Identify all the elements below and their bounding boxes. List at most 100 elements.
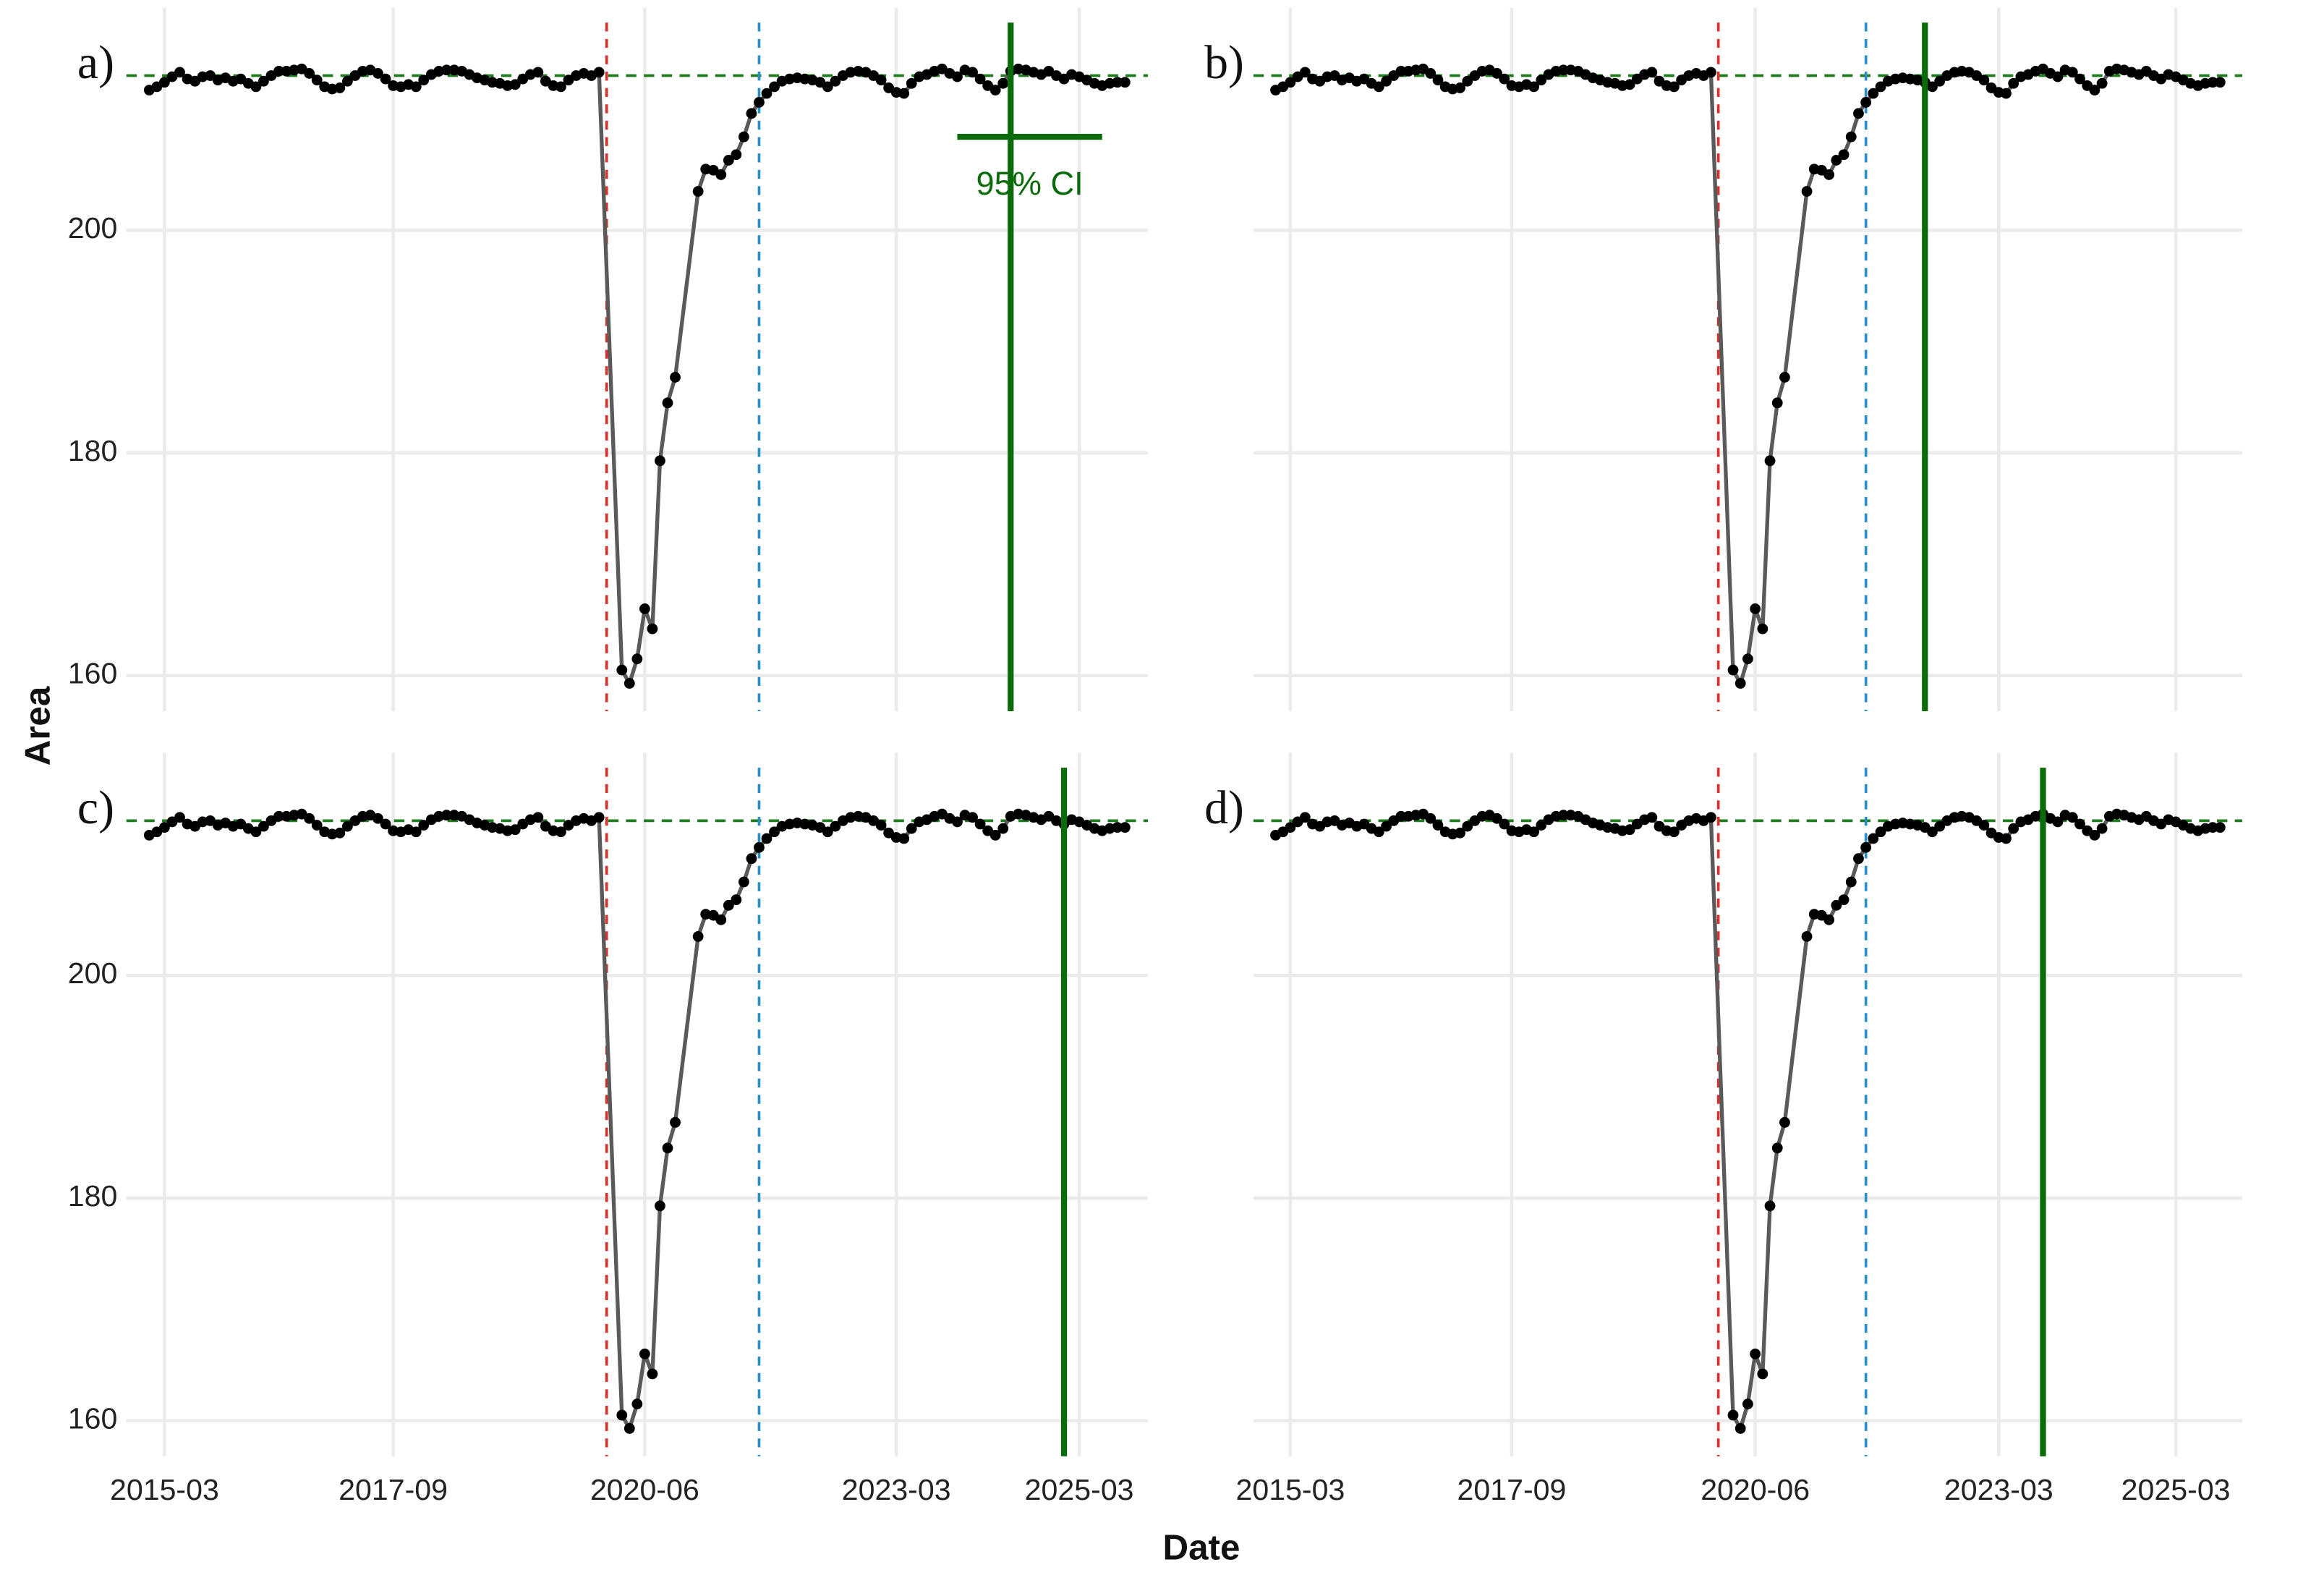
data-point bbox=[1845, 131, 1857, 143]
data-point bbox=[341, 820, 353, 832]
data-point bbox=[989, 85, 1001, 96]
data-point bbox=[1875, 826, 1886, 838]
data-point bbox=[174, 812, 185, 823]
y-tick-label: 200 bbox=[68, 956, 118, 990]
data-point bbox=[1764, 1200, 1776, 1212]
data-point bbox=[1853, 853, 1864, 865]
data-point bbox=[1119, 822, 1131, 833]
data-point bbox=[830, 75, 841, 87]
data-point bbox=[1536, 75, 1547, 86]
data-point bbox=[647, 1368, 658, 1380]
data-point bbox=[639, 603, 650, 614]
data-point bbox=[1771, 397, 1783, 409]
data-point bbox=[731, 894, 742, 906]
data-point bbox=[509, 79, 521, 90]
data-point bbox=[380, 818, 391, 830]
data-point bbox=[418, 820, 430, 831]
data-point bbox=[2089, 830, 2100, 841]
data-point bbox=[1646, 812, 1658, 823]
data-point bbox=[723, 899, 734, 911]
x-tick-label: 2015-03 bbox=[110, 1473, 219, 1506]
data-point bbox=[1455, 82, 1465, 93]
data-point bbox=[418, 75, 430, 86]
x-tick-label: 2015-03 bbox=[1235, 1473, 1345, 1506]
data-point bbox=[1978, 75, 1990, 86]
x-tick-label: 2020-06 bbox=[1701, 1473, 1810, 1506]
data-point bbox=[2008, 77, 2019, 89]
data-point bbox=[2008, 823, 2019, 834]
y-tick-label: 160 bbox=[68, 657, 118, 690]
data-point bbox=[655, 1200, 665, 1212]
data-point bbox=[1801, 186, 1813, 197]
data-point bbox=[1536, 820, 1547, 831]
data-point bbox=[334, 827, 346, 839]
data-point bbox=[2067, 67, 2078, 78]
data-point bbox=[715, 914, 727, 925]
data-point bbox=[273, 810, 284, 822]
data-point bbox=[647, 623, 658, 635]
x-tick-label: 2023-03 bbox=[1944, 1473, 2053, 1506]
data-point bbox=[1528, 826, 1539, 838]
data-point bbox=[532, 812, 544, 823]
data-point bbox=[1779, 372, 1790, 383]
data-point bbox=[662, 397, 673, 409]
data-point bbox=[2001, 833, 2012, 844]
data-point bbox=[1727, 664, 1739, 676]
data-point bbox=[1285, 822, 1296, 833]
data-line bbox=[1274, 812, 2221, 1431]
data-point bbox=[380, 73, 391, 85]
data-point bbox=[898, 88, 910, 99]
data-point bbox=[1757, 1368, 1768, 1380]
data-point bbox=[623, 678, 635, 689]
ci-label: 95% CI bbox=[976, 165, 1083, 202]
data-point bbox=[822, 81, 833, 93]
data-point bbox=[1381, 75, 1392, 87]
data-point bbox=[623, 1423, 635, 1434]
data-point bbox=[631, 653, 643, 665]
data-point bbox=[754, 841, 765, 853]
data-point bbox=[670, 1116, 681, 1128]
data-point bbox=[1838, 149, 1850, 161]
data-point bbox=[715, 169, 727, 180]
data-point bbox=[1299, 812, 1311, 823]
data-point bbox=[1112, 77, 1123, 88]
data-point bbox=[410, 81, 422, 93]
data-point bbox=[1624, 79, 1635, 90]
x-tick-label: 2017-09 bbox=[1457, 1473, 1567, 1506]
data-point bbox=[639, 1348, 650, 1359]
data-point bbox=[822, 826, 833, 838]
data-point bbox=[952, 71, 963, 82]
data-point bbox=[2214, 822, 2226, 833]
data-point bbox=[692, 931, 704, 942]
data-point bbox=[906, 77, 917, 89]
data-point bbox=[1823, 914, 1835, 925]
data-point bbox=[2052, 71, 2064, 82]
data-point bbox=[304, 68, 315, 79]
data-point bbox=[1735, 1423, 1746, 1434]
data-point bbox=[731, 149, 742, 161]
data-point bbox=[1757, 623, 1768, 635]
data-point bbox=[974, 818, 986, 830]
data-point bbox=[440, 64, 452, 76]
data-point bbox=[967, 812, 978, 823]
data-point bbox=[1669, 826, 1680, 838]
data-point bbox=[509, 824, 521, 836]
data-point bbox=[1499, 818, 1510, 830]
data-point bbox=[655, 455, 665, 467]
data-point bbox=[373, 68, 383, 79]
data-point bbox=[662, 1142, 673, 1154]
data-point bbox=[1706, 812, 1716, 823]
data-point bbox=[250, 826, 262, 838]
data-point bbox=[532, 67, 544, 78]
data-point bbox=[2096, 823, 2108, 834]
data-point bbox=[311, 75, 323, 86]
data-point bbox=[593, 812, 605, 823]
data-point bbox=[1395, 810, 1407, 822]
data-point bbox=[875, 820, 887, 831]
data-point bbox=[1381, 820, 1392, 832]
data-point bbox=[1119, 77, 1131, 88]
data-point bbox=[2089, 85, 2100, 96]
y-tick-label: 180 bbox=[68, 1179, 118, 1213]
data-point bbox=[556, 826, 566, 838]
data-point bbox=[1742, 1399, 1753, 1409]
